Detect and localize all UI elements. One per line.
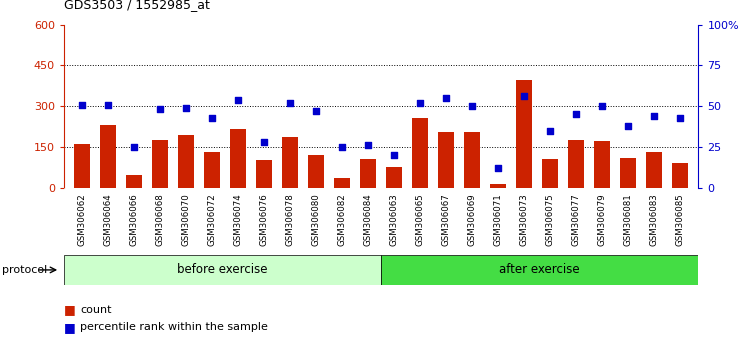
Point — [570, 112, 582, 117]
Point — [440, 95, 452, 101]
Bar — [231, 129, 246, 188]
Bar — [100, 125, 116, 188]
Text: GSM306076: GSM306076 — [260, 193, 269, 246]
Text: ■: ■ — [64, 303, 76, 316]
Bar — [126, 176, 142, 188]
Point — [258, 139, 270, 145]
Text: GSM306069: GSM306069 — [468, 193, 477, 246]
Text: GSM306084: GSM306084 — [363, 193, 372, 246]
Bar — [382, 255, 698, 285]
Text: GSM306085: GSM306085 — [676, 193, 685, 246]
Text: GSM306077: GSM306077 — [572, 193, 581, 246]
Bar — [152, 140, 168, 188]
Bar — [204, 152, 220, 188]
Text: protocol: protocol — [2, 265, 47, 275]
Point — [622, 123, 634, 129]
Point — [648, 113, 660, 119]
Text: GSM306080: GSM306080 — [312, 193, 321, 246]
Point — [492, 165, 504, 171]
Text: GSM306072: GSM306072 — [207, 193, 216, 246]
Point — [310, 108, 322, 114]
Bar — [334, 178, 350, 188]
Text: GSM306082: GSM306082 — [338, 193, 347, 246]
Point — [336, 144, 348, 150]
Bar — [64, 255, 382, 285]
Text: ■: ■ — [64, 321, 76, 334]
Text: GSM306067: GSM306067 — [442, 193, 451, 246]
Bar — [569, 140, 584, 188]
Point — [544, 128, 556, 133]
Text: GSM306063: GSM306063 — [390, 193, 399, 246]
Text: GSM306062: GSM306062 — [77, 193, 86, 246]
Text: GSM306081: GSM306081 — [624, 193, 632, 246]
Point — [362, 142, 374, 148]
Bar — [256, 160, 272, 188]
Text: GSM306083: GSM306083 — [650, 193, 659, 246]
Point — [154, 107, 166, 112]
Bar — [594, 142, 610, 188]
Bar — [74, 144, 90, 188]
Text: GSM306078: GSM306078 — [285, 193, 294, 246]
Bar — [412, 118, 428, 188]
Bar — [647, 152, 662, 188]
Text: GSM306079: GSM306079 — [598, 193, 607, 246]
Text: GSM306071: GSM306071 — [493, 193, 502, 246]
Bar — [672, 163, 688, 188]
Text: percentile rank within the sample: percentile rank within the sample — [80, 322, 268, 332]
Bar — [282, 137, 298, 188]
Point — [674, 115, 686, 120]
Point — [518, 93, 530, 99]
Bar — [542, 159, 558, 188]
Text: after exercise: after exercise — [499, 263, 580, 276]
Text: GSM306066: GSM306066 — [130, 193, 138, 246]
Point — [414, 100, 426, 106]
Bar — [178, 135, 194, 188]
Text: GSM306074: GSM306074 — [234, 193, 243, 246]
Bar — [309, 155, 324, 188]
Bar — [360, 159, 376, 188]
Bar — [464, 132, 480, 188]
Text: GSM306075: GSM306075 — [546, 193, 555, 246]
Bar — [517, 80, 532, 188]
Text: GSM306065: GSM306065 — [415, 193, 424, 246]
Text: GSM306073: GSM306073 — [520, 193, 529, 246]
Point — [128, 144, 140, 150]
Text: before exercise: before exercise — [177, 263, 268, 276]
Bar — [620, 158, 636, 188]
Point — [388, 152, 400, 158]
Text: GSM306068: GSM306068 — [155, 193, 164, 246]
Text: GSM306064: GSM306064 — [104, 193, 113, 246]
Bar — [490, 183, 506, 188]
Point — [76, 102, 88, 107]
Text: GDS3503 / 1552985_at: GDS3503 / 1552985_at — [64, 0, 210, 11]
Point — [102, 102, 114, 107]
Text: GSM306070: GSM306070 — [182, 193, 191, 246]
Point — [596, 103, 608, 109]
Point — [206, 115, 218, 120]
Point — [180, 105, 192, 111]
Text: count: count — [80, 305, 112, 315]
Bar — [439, 132, 454, 188]
Point — [232, 97, 244, 103]
Point — [466, 103, 478, 109]
Point — [284, 100, 296, 106]
Bar — [386, 167, 402, 188]
